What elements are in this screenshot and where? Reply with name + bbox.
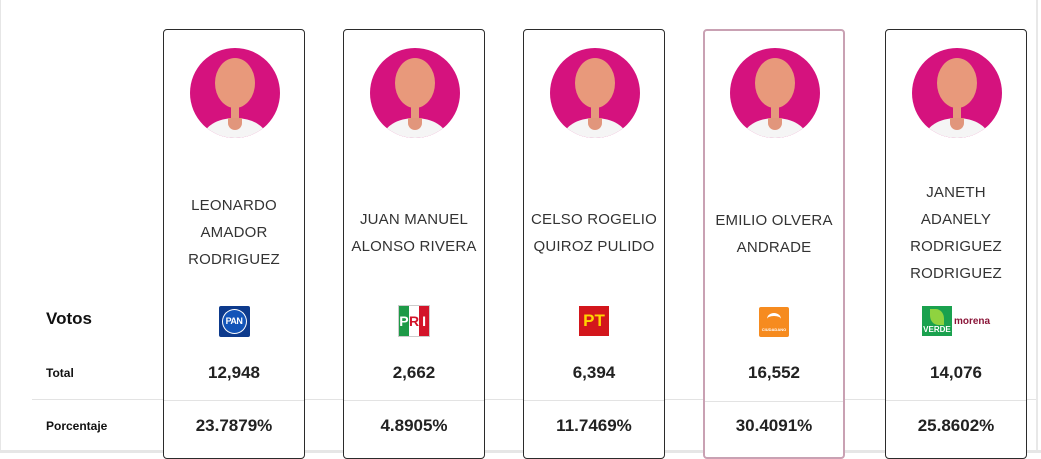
candidate-total-votes: 2,662 [392, 363, 436, 382]
card-divider [344, 400, 484, 401]
candidate-card-4-highlighted[interactable]: EMILIO OLVERA ANDRADE CIUDADANO 16,552 3… [703, 29, 845, 459]
candidate-card-1[interactable]: LEONARDO AMADOR RODRIGUEZ PAN 12,948 23.… [163, 29, 305, 459]
votos-label: Votos [46, 309, 92, 328]
card-divider [705, 401, 843, 402]
frame-right-border [1036, 0, 1038, 453]
verde-morena-coalition-logo-icon: VERDE morena [886, 304, 1026, 338]
candidate-card-5[interactable]: JANETH ADANELY RODRIGUEZ RODRIGUEZ VERDE… [885, 29, 1027, 459]
candidate-total-votes: 12,948 [208, 363, 260, 382]
porcentaje-label: Porcentaje [46, 419, 108, 433]
candidate-total-votes: 16,552 [748, 363, 800, 382]
card-divider [164, 400, 304, 401]
pt-logo-icon: PT [524, 304, 664, 338]
candidate-percentage: 4.8905% [380, 416, 448, 435]
candidate-avatar-icon [730, 48, 820, 138]
pri-logo-icon: P R I [344, 304, 484, 338]
movimiento-ciudadano-logo-icon: CIUDADANO [705, 305, 843, 339]
card-divider [886, 400, 1026, 401]
candidate-avatar-icon [190, 48, 280, 138]
candidate-percentage: 11.7469% [556, 416, 632, 435]
candidate-avatar-icon [550, 48, 640, 138]
candidate-avatar-icon [370, 48, 460, 138]
candidate-name: JUAN MANUEL ALONSO RIVERA [351, 210, 477, 255]
candidate-percentage: 30.4091% [735, 416, 813, 435]
card-divider [524, 400, 664, 401]
candidate-name: EMILIO OLVERA ANDRADE [715, 211, 833, 256]
pan-logo-icon: PAN [164, 304, 304, 338]
candidate-name: LEONARDO AMADOR RODRIGUEZ [188, 197, 280, 268]
candidate-total-votes: 14,076 [930, 363, 982, 382]
frame-left-border [0, 0, 1, 453]
total-label: Total [46, 366, 74, 380]
candidate-card-3[interactable]: CELSO ROGELIO QUIROZ PULIDO PT 6,394 11.… [523, 29, 665, 459]
candidate-name: JANETH ADANELY RODRIGUEZ RODRIGUEZ [910, 183, 1002, 282]
candidate-card-2[interactable]: JUAN MANUEL ALONSO RIVERA P R I 2,662 4.… [343, 29, 485, 459]
frame-bottom-border [0, 450, 1041, 453]
candidate-avatar-icon [912, 48, 1002, 138]
candidate-total-votes: 6,394 [572, 363, 616, 382]
candidate-percentage: 25.8602% [917, 416, 995, 435]
candidate-name: CELSO ROGELIO QUIROZ PULIDO [531, 210, 657, 255]
candidate-percentage: 23.7879% [195, 416, 273, 435]
